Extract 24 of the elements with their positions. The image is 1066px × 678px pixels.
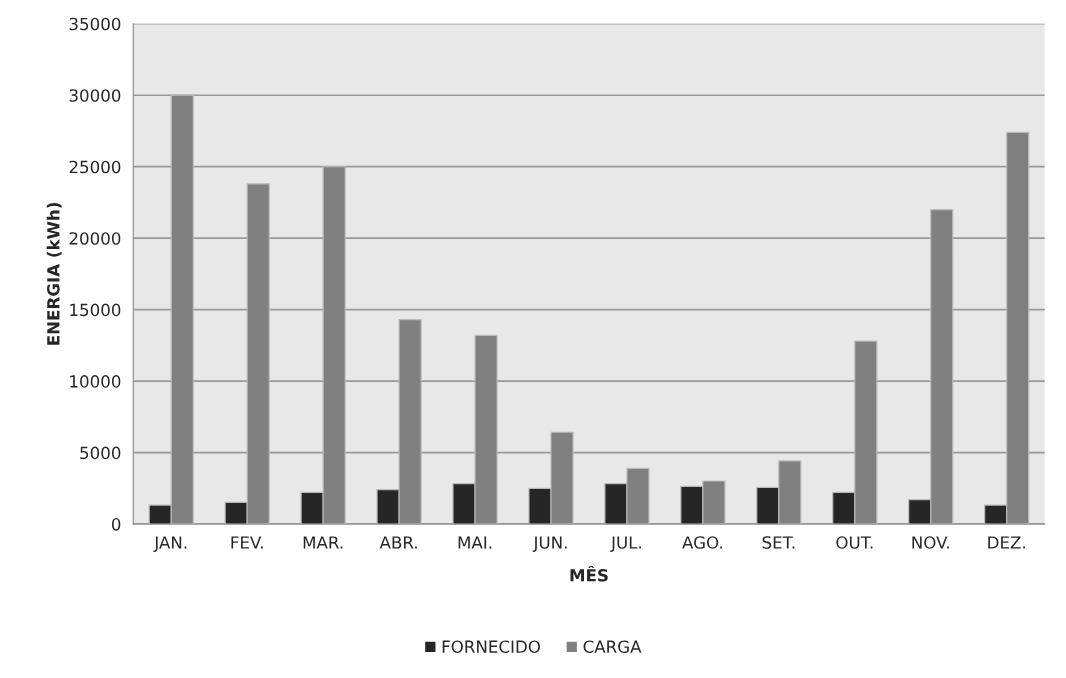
y-axis-title: ENERGIA (kWh): [46, 202, 62, 345]
x-tick-label: OUT.: [836, 536, 873, 549]
x-tick-label: MAR.: [303, 536, 343, 549]
y-tick-label: 20000: [69, 232, 121, 245]
x-axis-title: MÊS: [570, 565, 608, 582]
x-tick-label: MAI.: [458, 536, 492, 549]
legend-label: FORNECIDO: [442, 640, 540, 653]
y-tick-label: 35000: [69, 17, 121, 31]
y-tick-label: 15000: [70, 303, 121, 317]
x-tick-label: FEV.: [231, 536, 263, 549]
y-tick-label: 30000: [69, 89, 121, 102]
x-tick-label: JAN.: [153, 536, 187, 552]
y-tick-label: 0: [111, 518, 121, 531]
x-tick-label: SET.: [762, 536, 795, 549]
y-tick-label: 5000: [80, 446, 121, 460]
legend-label: CARGA: [583, 640, 642, 653]
x-tick-label: NOV.: [912, 536, 949, 549]
x-tick-label: DEZ.: [988, 536, 1025, 549]
y-tick-label: 10000: [70, 375, 121, 388]
x-tick-label: JUL.: [610, 536, 641, 552]
x-tick-label: ABR.: [379, 536, 417, 549]
x-tick-label: AGO.: [682, 536, 722, 549]
x-tick-label: JUN.: [532, 536, 567, 552]
y-tick-label: 25000: [69, 160, 121, 174]
